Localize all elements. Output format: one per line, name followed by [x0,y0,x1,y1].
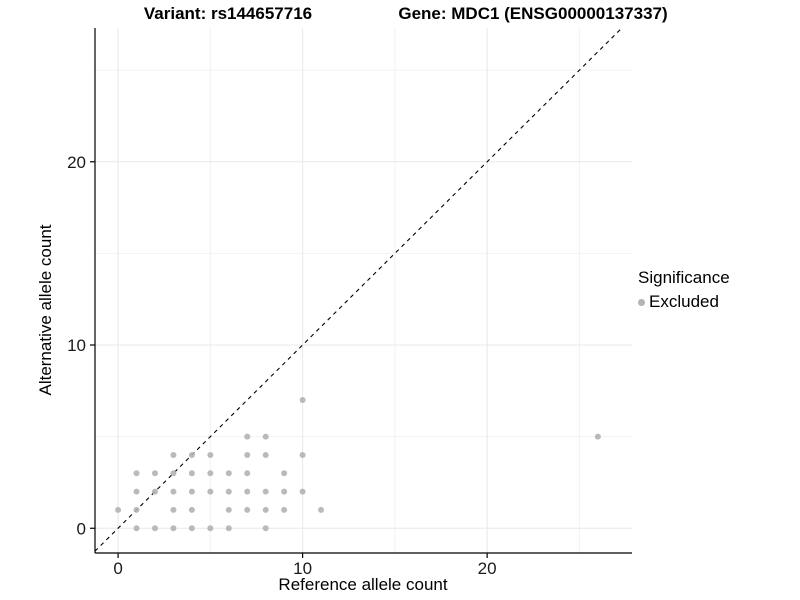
data-point [262,451,269,458]
data-point [225,470,232,477]
plot-title-gene: Gene: MDC1 (ENSG00000137337) [398,4,668,23]
data-point [133,506,140,513]
data-point [262,433,269,440]
data-point [244,506,251,513]
data-point [207,525,214,532]
data-point [133,470,140,477]
x-tick-label: 20 [478,559,497,578]
data-point [318,506,325,513]
data-point [170,506,177,513]
data-point [262,488,269,495]
data-point [115,506,122,513]
data-point [594,433,601,440]
x-tick-label: 10 [293,559,312,578]
data-point [151,488,158,495]
data-point [225,506,232,513]
data-point [133,488,140,495]
data-point [170,470,177,477]
data-point [188,488,195,495]
data-point [207,470,214,477]
data-point [262,525,269,532]
data-point [188,525,195,532]
legend: Significance Excluded [638,268,730,312]
x-tick-label: 0 [113,559,122,578]
data-point [207,488,214,495]
data-point [170,488,177,495]
data-point [244,470,251,477]
data-point [188,451,195,458]
excluded-point-icon [638,298,645,306]
data-point [244,451,251,458]
data-point [244,488,251,495]
data-point [281,470,288,477]
legend-title: Significance [638,268,730,287]
y-axis-label: Alternative allele count [36,224,55,396]
x-axis-label: Reference allele count [278,575,448,594]
y-tick-label: 0 [77,519,86,538]
data-point [225,488,232,495]
plot-title-variant: Variant: rs144657716 [143,4,313,23]
data-point [188,470,195,477]
data-point [188,506,195,513]
legend-item-excluded: Excluded [638,292,730,312]
y-tick-label: 10 [67,336,86,355]
data-point [170,525,177,532]
data-point [170,451,177,458]
y-tick-label: 20 [67,153,86,172]
data-point [262,506,269,513]
data-point [281,488,288,495]
data-point [133,525,140,532]
data-point [151,525,158,532]
identity-dashed-line [94,27,623,552]
data-point [281,506,288,513]
data-point [151,470,158,477]
data-point [299,488,306,495]
data-point [225,525,232,532]
data-point [299,451,306,458]
data-point [244,433,251,440]
data-point [299,396,306,403]
data-point [207,451,214,458]
legend-item-label: Excluded [649,292,719,311]
